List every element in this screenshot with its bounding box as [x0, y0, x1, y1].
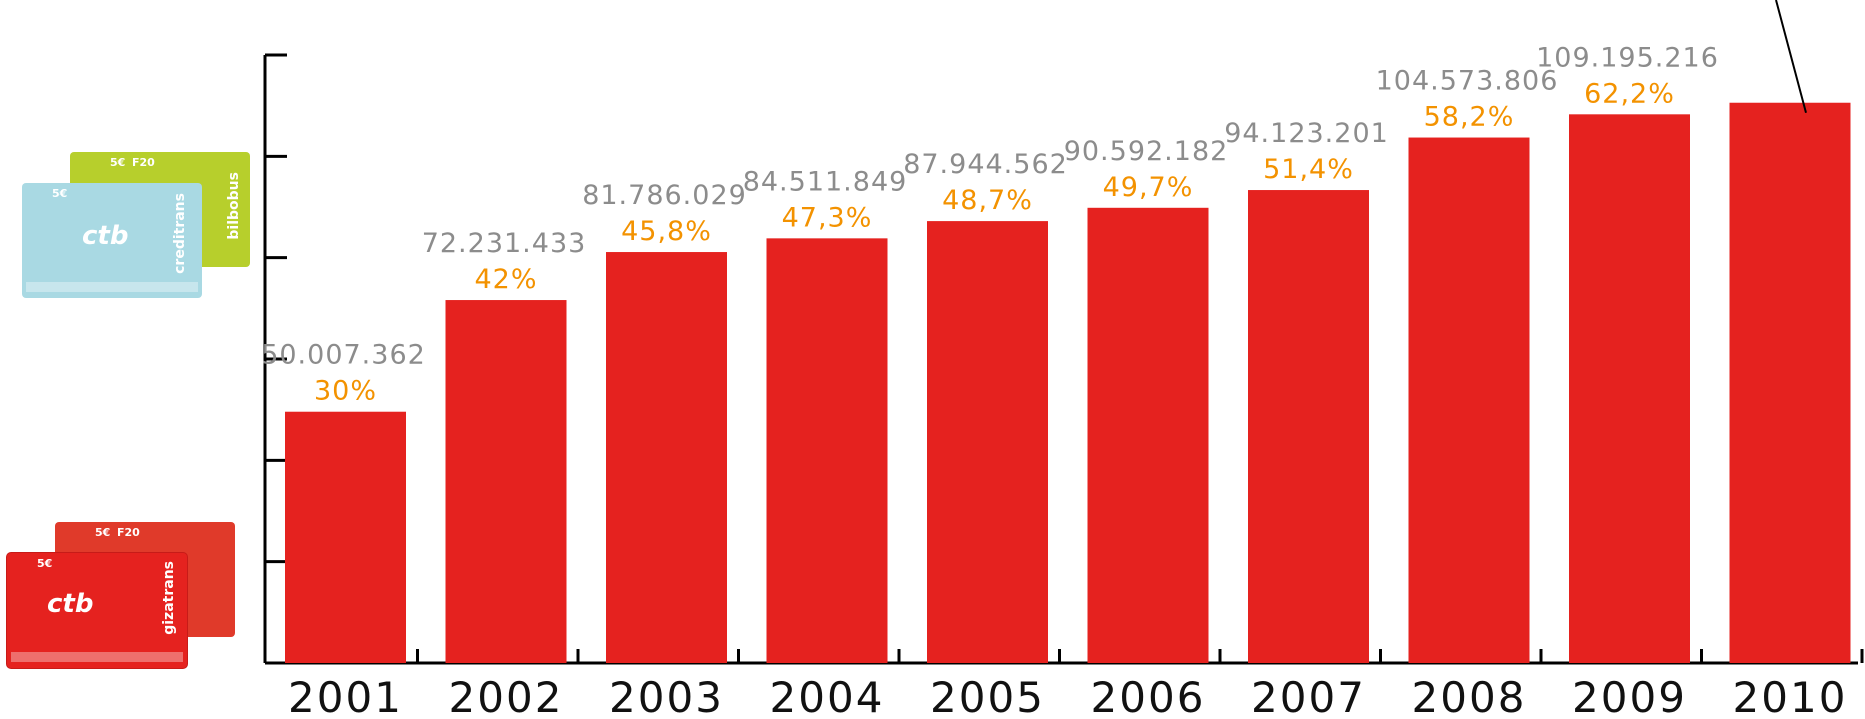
ctb-logo: ctb	[47, 589, 94, 619]
card-side-text: gizatrans	[161, 561, 177, 635]
bar	[285, 411, 406, 663]
percent-label: 30%	[314, 376, 377, 407]
x-tick-label: 2008	[1412, 673, 1527, 719]
bar	[1248, 190, 1369, 664]
callout-line	[1775, 0, 1807, 113]
value-label: 90.592.182	[1064, 136, 1229, 167]
percent-label: 62,2%	[1584, 78, 1675, 109]
bar	[606, 252, 727, 663]
bar	[1408, 137, 1530, 664]
percent-label: 47,3%	[782, 202, 873, 233]
top-card-front: 5€ ctb creditrans	[22, 183, 202, 298]
card-side-text: creditrans	[172, 193, 188, 274]
bar	[1087, 207, 1209, 663]
x-tick-label: 2007	[1251, 673, 1366, 719]
value-label: 104.573.806	[1376, 66, 1559, 97]
percent-label: 48,7%	[942, 185, 1033, 216]
fare-label: 5€	[37, 557, 53, 570]
bar	[1729, 102, 1851, 663]
fare-label: 5€	[95, 526, 111, 539]
value-label: 109.195.216	[1536, 42, 1719, 73]
percent-label: 58,2%	[1424, 102, 1515, 133]
x-tick-label: 2002	[449, 673, 564, 719]
x-tick-label: 2004	[770, 673, 885, 719]
value-label: 50.007.362	[261, 340, 426, 371]
percent-label: 49,7%	[1103, 172, 1194, 203]
value-label: 84.511.849	[743, 166, 908, 197]
value-label: 94.123.201	[1224, 118, 1389, 149]
x-tick-label: 2001	[288, 673, 403, 719]
card-strip	[26, 282, 198, 292]
percent-label: 42%	[474, 264, 537, 295]
fare-label-2: F20	[132, 156, 155, 169]
ctb-logo: ctb	[82, 221, 129, 251]
x-tick-label: 2003	[609, 673, 724, 719]
percent-label: 51,4%	[1263, 154, 1354, 185]
x-tick-label: 2010	[1733, 673, 1848, 719]
percent-label: 45,8%	[621, 216, 712, 247]
value-label: 87.944.562	[903, 149, 1068, 180]
fare-label-2: F20	[117, 526, 140, 539]
fare-label: 5€	[110, 156, 126, 169]
value-label: 81.786.029	[582, 180, 747, 211]
bar	[1569, 114, 1690, 664]
x-tick-label: 2005	[930, 673, 1045, 719]
bar	[927, 221, 1048, 663]
bar	[445, 300, 567, 663]
card-strip	[11, 652, 183, 662]
x-tick-label: 2009	[1572, 673, 1687, 719]
bottom-card-front: 5€ ctb gizatrans	[7, 553, 187, 668]
x-tick-label: 2006	[1091, 673, 1206, 719]
bar	[766, 238, 888, 664]
card-side-text: bilbobus	[226, 172, 242, 240]
value-label: 72.231.433	[422, 228, 587, 259]
fare-label: 5€	[52, 187, 68, 200]
